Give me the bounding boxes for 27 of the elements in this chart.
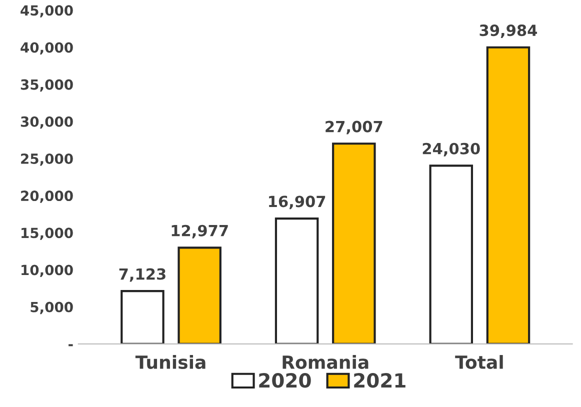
data-label: 12,977 xyxy=(172,224,228,238)
x-tick-label: Romania xyxy=(282,355,368,369)
bar xyxy=(178,246,222,344)
y-tick-label: 45,000 xyxy=(20,5,73,18)
y-tick-label: 30,000 xyxy=(20,116,73,129)
data-label: 24,030 xyxy=(422,142,480,156)
legend-label: 2021 xyxy=(354,373,406,388)
y-tick-label: - xyxy=(68,344,73,346)
y-tick-label: 25,000 xyxy=(21,153,73,166)
y-tick-label: 15,000 xyxy=(22,228,73,240)
y-tick-label: 5,000 xyxy=(30,302,73,314)
bar xyxy=(486,46,530,344)
data-label: 7,123 xyxy=(119,268,166,282)
x-tick-label: Tunisia xyxy=(135,355,206,369)
bar xyxy=(274,217,319,344)
bar xyxy=(332,142,376,344)
bar xyxy=(429,164,474,344)
data-label: 27,007 xyxy=(326,120,382,134)
x-tick-label: Total xyxy=(455,355,503,369)
y-tick-label: 40,000 xyxy=(20,42,73,55)
y-tick-label: 20,000 xyxy=(21,190,73,203)
bar xyxy=(120,290,164,344)
data-label: 16,907 xyxy=(269,196,326,210)
y-tick-label: 10,000 xyxy=(22,264,73,277)
data-label: 39,984 xyxy=(480,24,538,38)
y-tick-label: 35,000 xyxy=(20,79,73,92)
legend-label: 2020 xyxy=(259,373,311,388)
